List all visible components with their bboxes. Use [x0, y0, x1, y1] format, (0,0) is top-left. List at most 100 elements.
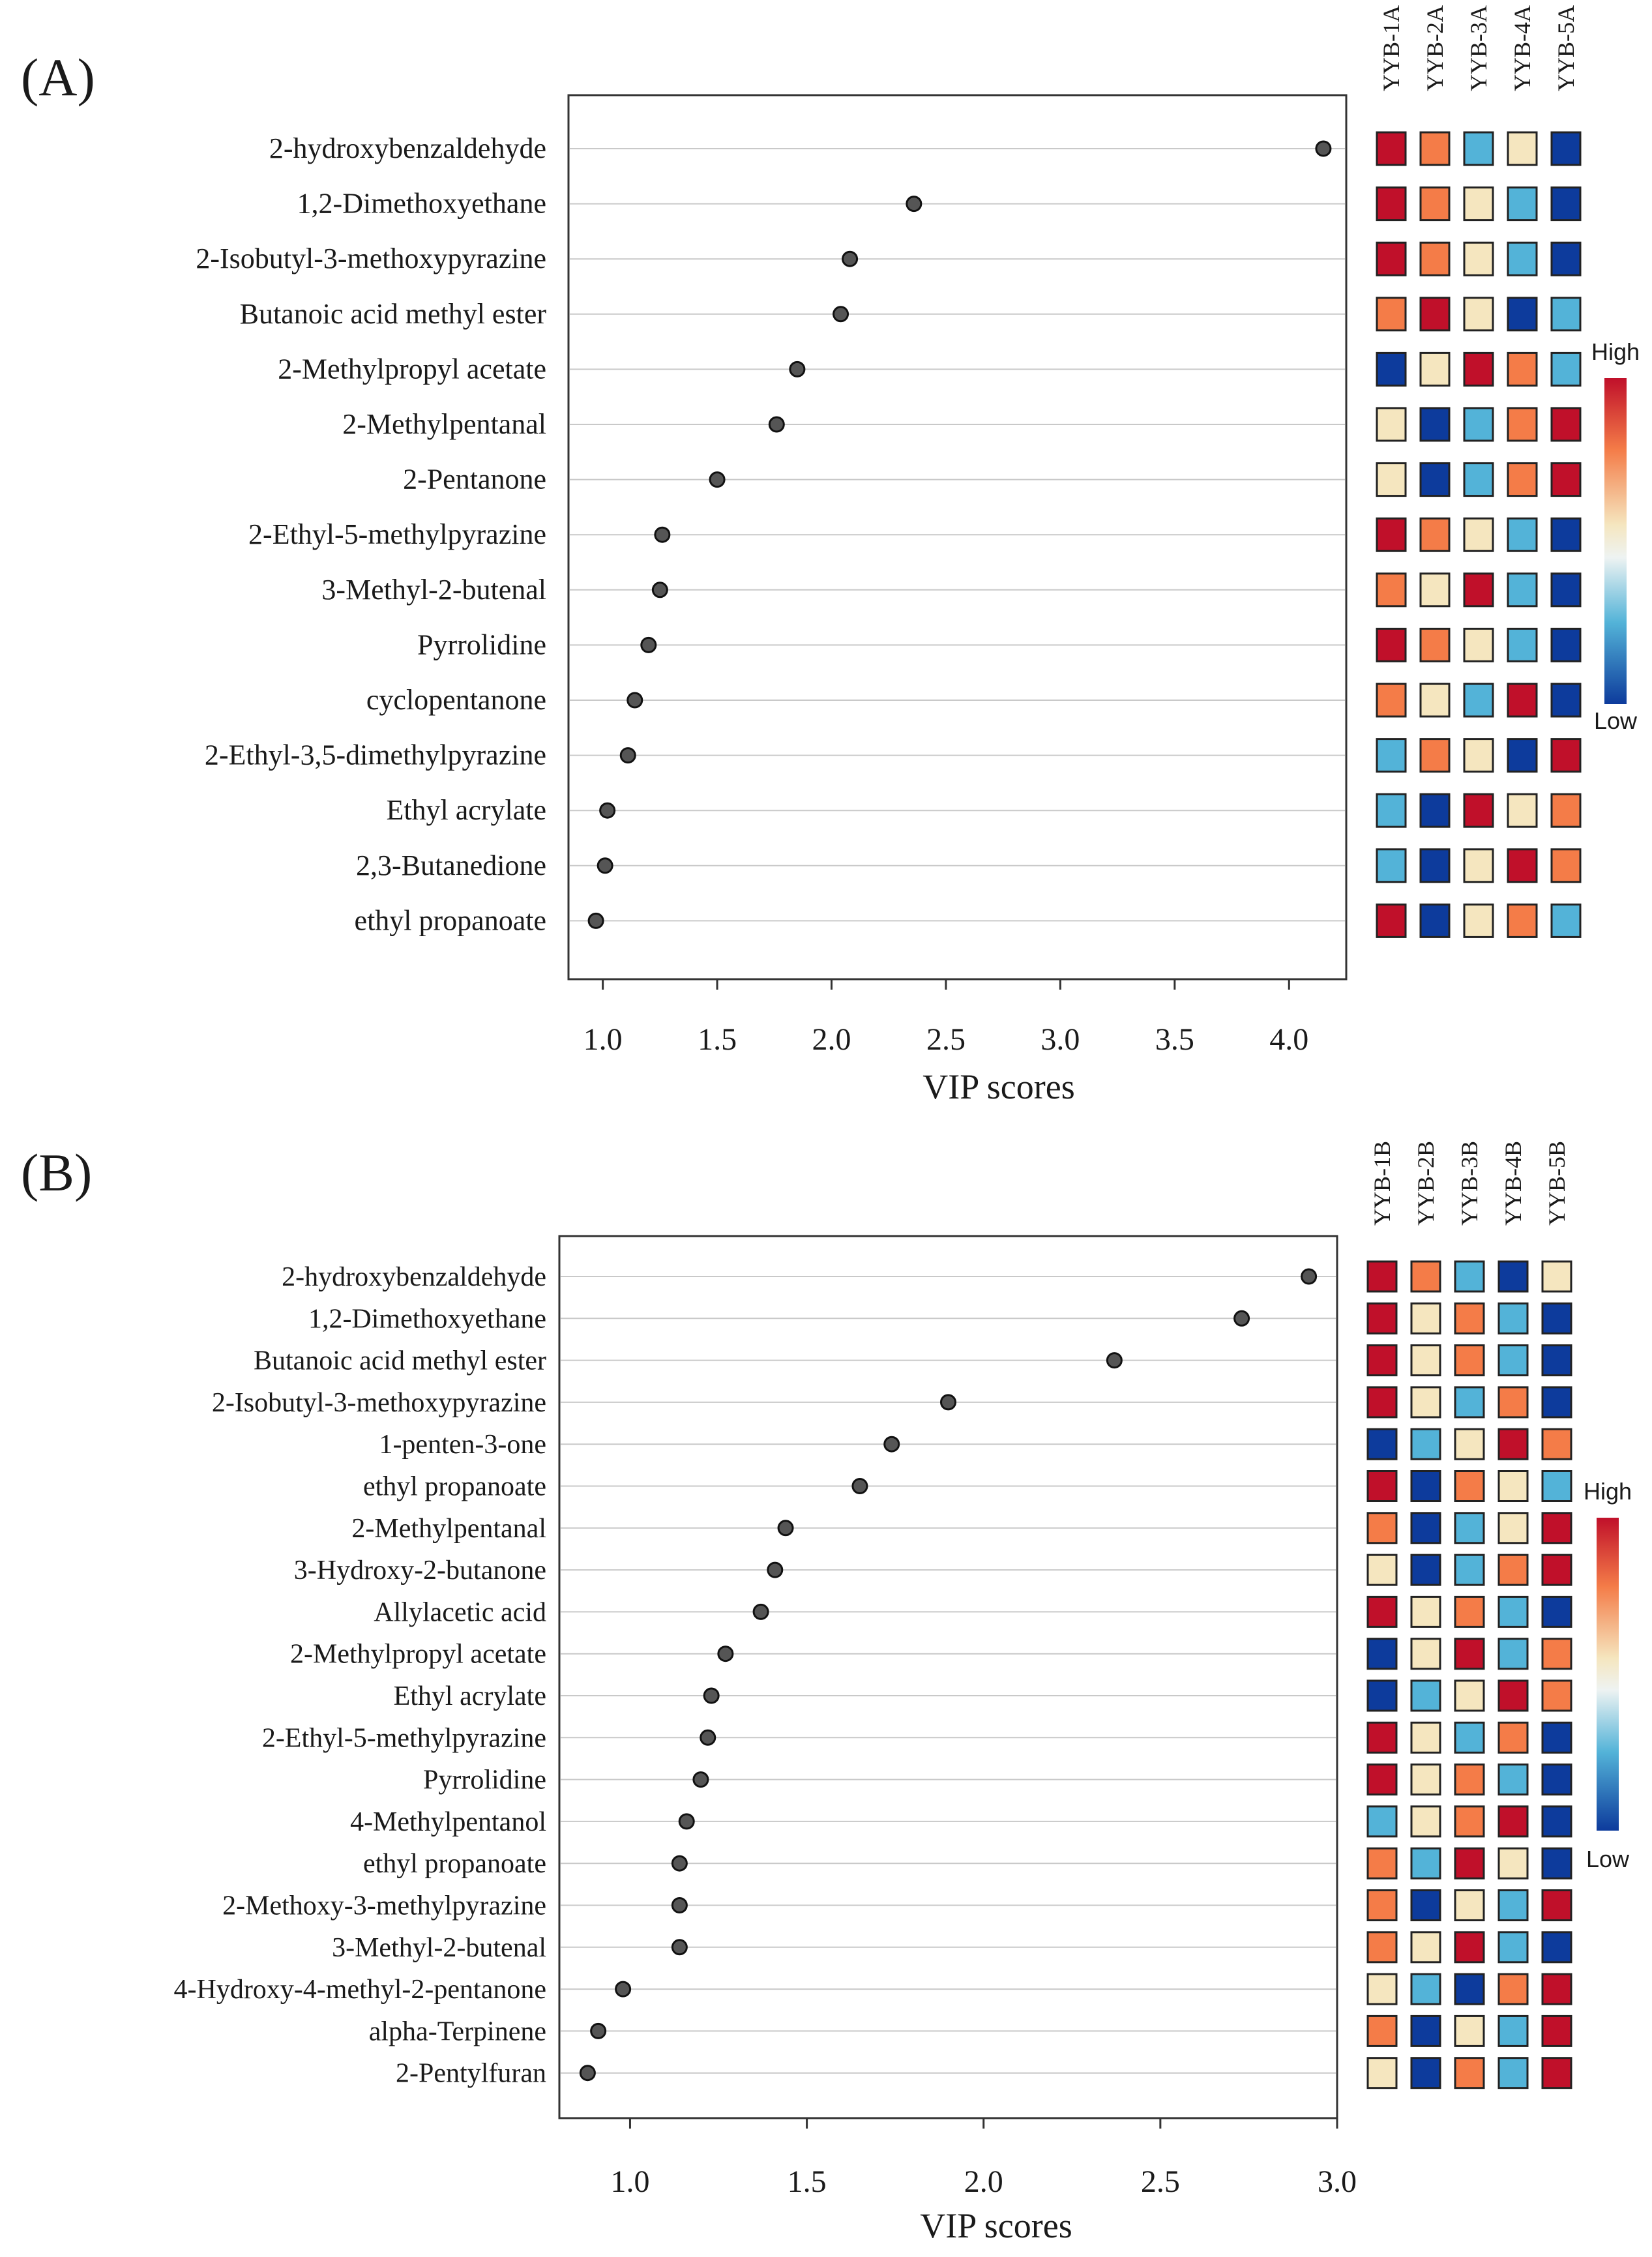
compound-label: 2-Methoxy-3-methylpyrazine [222, 1891, 546, 1921]
x-tick-label: 4.0 [1269, 1022, 1308, 1057]
vip-dot [1106, 1352, 1123, 1369]
compound-label: 2-Ethyl-5-methylpyrazine [262, 1723, 546, 1753]
vip-dot [842, 250, 859, 267]
heatmap-cell [1410, 2057, 1441, 2089]
heatmap-column-label: YYB-2B [1413, 1141, 1439, 1226]
heatmap-cell [1463, 572, 1494, 608]
x-tick-label: 1.0 [610, 2164, 649, 2199]
heatmap-cell [1454, 1763, 1485, 1796]
panel-b-heatmap-columns: YYB-1B YYB-2B YYB-3B YYB-4B YYB-5B [1369, 1141, 1570, 1226]
compound-label: 2-Isobutyl-3-methoxypyrazine [196, 243, 546, 274]
heatmap-cell [1410, 1554, 1441, 1586]
heatmap-cell [1376, 793, 1407, 828]
compound-label: ethyl propanoate [363, 1472, 546, 1502]
panel-b-gridlines [561, 1276, 1336, 2074]
panel-a-heatmap [1376, 131, 1582, 938]
heatmap-cell [1366, 1973, 1398, 2005]
heatmap-cell [1463, 186, 1494, 222]
heatmap-cell [1410, 1302, 1441, 1335]
panel-b-x-ticks: 1.0 1.5 2.0 2.5 3.0 [610, 2118, 1357, 2199]
heatmap-cell [1550, 683, 1582, 718]
heatmap-cell [1497, 1931, 1529, 1964]
heatmap-cell [1419, 297, 1451, 332]
vip-dot [777, 1520, 794, 1537]
compound-label: Pyrrolidine [423, 1765, 546, 1795]
heatmap-cell [1463, 407, 1494, 442]
heatmap-cell [1454, 1638, 1485, 1670]
heatmap-cell [1497, 1302, 1529, 1335]
compound-label: 2-Ethyl-3,5-dimethylpyrazine [205, 739, 546, 771]
vip-dot [752, 1603, 769, 1620]
heatmap-cell [1376, 683, 1407, 718]
heatmap-cell [1497, 1554, 1529, 1586]
heatmap-cell [1454, 2057, 1485, 2089]
heatmap-column-label: YYB-4A [1509, 5, 1535, 91]
x-tick-label: 2.0 [964, 2164, 1003, 2199]
vip-dot [671, 1939, 688, 1956]
panel-a-y-labels: 2-hydroxybenzaldehyde 1,2-Dimethoxyethane… [196, 132, 546, 936]
vip-dot [767, 1561, 784, 1578]
heatmap-cell [1419, 572, 1451, 608]
heatmap-cell [1376, 407, 1407, 442]
x-tick-label: 1.5 [698, 1022, 737, 1057]
heatmap-cell [1366, 1889, 1398, 1921]
heatmap-cell [1550, 738, 1582, 773]
vip-dot [700, 1729, 716, 1746]
x-tick-label: 1.0 [583, 1022, 623, 1057]
x-tick-label: 2.5 [1141, 2164, 1180, 2199]
heatmap-column-label: YYB-3B [1456, 1141, 1482, 1226]
heatmap-cell [1550, 848, 1582, 883]
heatmap-cell [1410, 1470, 1441, 1502]
heatmap-cell [1550, 241, 1582, 276]
vip-dot [1301, 1268, 1318, 1285]
heatmap-cell [1541, 1721, 1572, 1754]
heatmap-cell [1541, 1595, 1572, 1628]
heatmap-cell [1550, 572, 1582, 608]
heatmap-cell [1454, 1679, 1485, 1712]
heatmap-cell [1497, 1889, 1529, 1921]
heatmap-cell [1497, 1344, 1529, 1377]
legend-b-high: High [1584, 1478, 1632, 1505]
heatmap-cell [1376, 297, 1407, 332]
heatmap-cell [1454, 1554, 1485, 1586]
heatmap-cell [1366, 1763, 1398, 1796]
panel-b-label: (B) [21, 1143, 92, 1202]
heatmap-cell [1550, 627, 1582, 662]
compound-label: 3-Methyl-2-butenal [332, 1933, 546, 1963]
panel-b-heatmap [1366, 1260, 1572, 2089]
legend-a-low: Low [1594, 707, 1638, 734]
heatmap-cell [1366, 1847, 1398, 1880]
heatmap-column-label: YYB-3A [1466, 5, 1492, 91]
heatmap-cell [1366, 1638, 1398, 1670]
legend-a-high: High [1591, 338, 1640, 365]
compound-label: Butanoic acid methyl ester [254, 1346, 546, 1376]
vip-dot [651, 582, 668, 598]
heatmap-cell [1497, 1973, 1529, 2005]
heatmap-cell [1366, 1428, 1398, 1460]
heatmap-cell [1366, 1679, 1398, 1712]
heatmap-cell [1541, 1554, 1572, 1586]
x-tick-label: 3.5 [1155, 1022, 1194, 1057]
vip-dot [627, 692, 643, 709]
heatmap-cell [1497, 1386, 1529, 1419]
heatmap-cell [1550, 462, 1582, 497]
panel-b-dots [579, 1268, 1318, 2082]
legend-b-low: Low [1586, 1846, 1630, 1872]
vip-dot [587, 912, 604, 929]
heatmap-cell [1410, 1973, 1441, 2005]
compound-label: 3-Methyl-2-butenal [321, 574, 546, 606]
heatmap-cell [1507, 572, 1538, 608]
panel-a-dots [587, 140, 1332, 929]
panel-a-heatmap-columns: YYB-1A YYB-2A YYB-3A YYB-4A YYB-5A [1378, 5, 1579, 91]
compound-label: ethyl propanoate [363, 1849, 546, 1879]
heatmap-cell [1497, 1805, 1529, 1838]
heatmap-cell [1507, 738, 1538, 773]
heatmap-cell [1507, 848, 1538, 883]
heatmap-cell [1541, 1428, 1572, 1460]
heatmap-cell [1463, 793, 1494, 828]
vip-dot [940, 1394, 956, 1411]
heatmap-cell [1419, 903, 1451, 938]
heatmap-cell [1541, 1260, 1572, 1293]
heatmap-cell [1454, 1302, 1485, 1335]
heatmap-cell [1419, 848, 1451, 883]
